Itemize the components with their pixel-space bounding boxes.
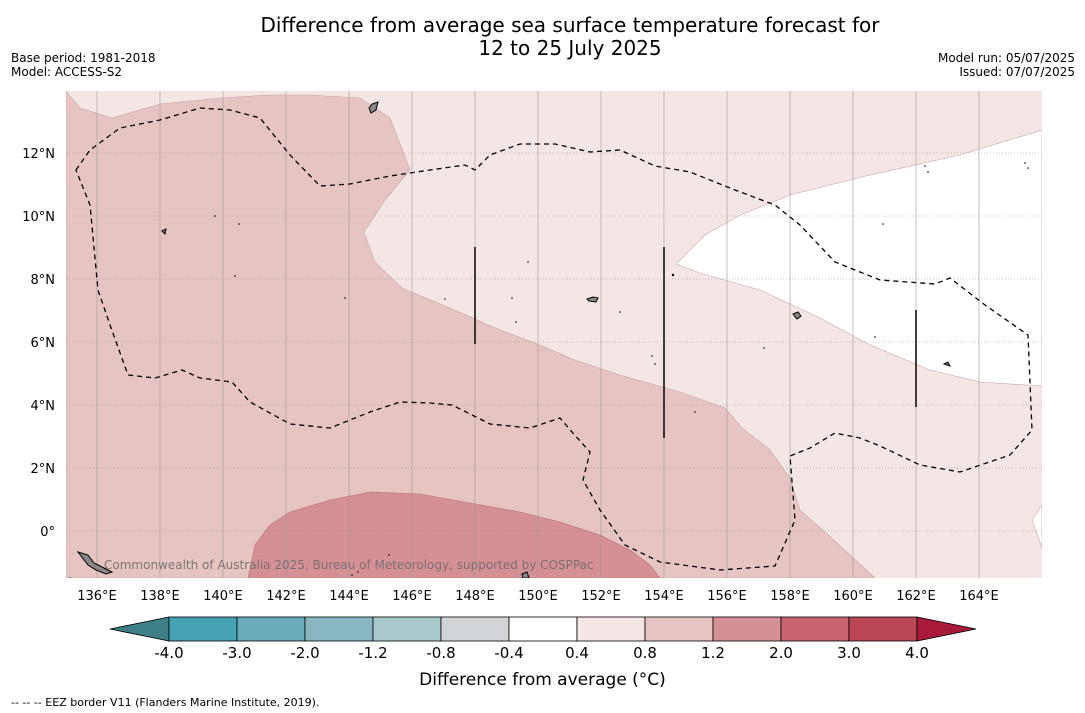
lat-tick-label: 8°N [31, 273, 56, 288]
latitude-axis: 12°N 10°N 8°N 6°N 4°N 2°N 0° [22, 147, 55, 540]
lat-tick-label: 10°N [22, 210, 55, 225]
island-palau [76, 551, 114, 575]
lon-tick-label: 164°E [959, 589, 999, 604]
lon-tick-label: 156°E [707, 589, 747, 604]
colorbar-tick: 4.0 [905, 644, 929, 662]
small-atolls [69, 162, 1029, 578]
colorbar [109, 616, 977, 642]
colorbar-over-triangle [916, 616, 977, 642]
lat-tick-label: 2°N [31, 462, 56, 477]
colorbar-bin [372, 616, 442, 642]
title-line-1: Difference from average sea surface temp… [260, 13, 880, 37]
issued-text: Issued: 07/07/2025 [959, 65, 1075, 79]
map-credit: Commonwealth of Australia 2025, Bureau o… [104, 558, 594, 572]
model-run-text: Model run: 05/07/2025 [937, 51, 1075, 65]
colorbar-tick: -1.2 [358, 644, 388, 662]
colorbar-tick: 0.4 [565, 644, 589, 662]
vertical-markers [474, 247, 917, 438]
lat-tick-label: 12°N [22, 147, 55, 162]
longitude-axis: 136°E 138°E 140°E 142°E 144°E 146°E 148°… [77, 589, 999, 604]
colorbar-tick: -3.0 [222, 644, 252, 662]
colorbar-bin [236, 616, 306, 642]
title-line-2: 12 to 25 July 2025 [478, 36, 662, 60]
lon-tick-label: 146°E [392, 589, 432, 604]
colorbar-tick: -0.4 [494, 644, 524, 662]
eez-footnote: -- -- -- EEZ border V11 (Flanders Marine… [11, 696, 320, 709]
lon-tick-label: 148°E [455, 589, 495, 604]
base-period-text: Base period: 1981-2018 [11, 51, 156, 65]
lon-tick-label: 138°E [140, 589, 180, 604]
latitude-gridlines [66, 152, 1042, 532]
colorbar-bin [712, 616, 782, 642]
meta-left: Base period: 1981-2018 Model: ACCESS-S2 [11, 51, 156, 79]
islands [76, 101, 951, 578]
colorbar-bin [848, 616, 918, 642]
lon-tick-label: 142°E [266, 589, 306, 604]
island-kosrae [942, 361, 951, 367]
meta-right: Model run: 05/07/2025 Issued: 07/07/2025 [938, 51, 1075, 79]
colorbar-tick: 3.0 [837, 644, 861, 662]
lon-tick-label: 144°E [329, 589, 369, 604]
island-chuuk [586, 296, 599, 303]
colorbar-bin [168, 616, 238, 642]
lon-tick-label: 150°E [518, 589, 558, 604]
lon-tick-label: 154°E [644, 589, 684, 604]
colorbar-bin [440, 616, 510, 642]
colorbar-tick: 1.2 [701, 644, 725, 662]
island-guam [368, 101, 379, 114]
lon-tick-label: 152°E [581, 589, 621, 604]
island-small-2 [521, 571, 530, 578]
colorbar-bin [304, 616, 374, 642]
colorbar-tick: 0.8 [633, 644, 657, 662]
colorbar-label: Difference from average (°C) [419, 670, 666, 690]
colorbar-tick-labels: -4.0 -3.0 -2.0 -1.2 -0.8 -0.4 0.4 0.8 1.… [0, 644, 1085, 664]
map-plot-area [66, 91, 1042, 578]
anomaly-near-zero-region [675, 129, 1042, 387]
lon-tick-label: 162°E [896, 589, 936, 604]
colorbar-tick: -4.0 [154, 644, 184, 662]
anomaly-1.2-2.0-region [247, 491, 661, 578]
eez-border-palau-fsm [75, 107, 1033, 571]
lat-tick-label: 6°N [31, 336, 56, 351]
island-small-1 [161, 228, 167, 236]
colorbar-bin [780, 616, 850, 642]
colorbar-bin [508, 616, 578, 642]
colorbar-under-triangle [109, 616, 170, 642]
colorbar-bin [576, 616, 646, 642]
lon-tick-label: 140°E [203, 589, 243, 604]
map-title: Difference from average sea surface temp… [0, 14, 1085, 60]
anomaly-near-zero-region-south [1031, 504, 1042, 549]
lat-tick-label: 4°N [31, 399, 56, 414]
island-pohnpei [792, 311, 802, 320]
lat-tick-label: 0° [40, 525, 55, 540]
colorbar-tick: -2.0 [290, 644, 320, 662]
longitude-gridlines [96, 91, 980, 578]
model-text: Model: ACCESS-S2 [11, 65, 123, 79]
lon-tick-label: 158°E [770, 589, 810, 604]
colorbar-tick: 2.0 [769, 644, 793, 662]
colorbar-tick: -0.8 [426, 644, 456, 662]
colorbar-bin [644, 616, 714, 642]
lon-tick-label: 136°E [77, 589, 117, 604]
lon-tick-label: 160°E [833, 589, 873, 604]
